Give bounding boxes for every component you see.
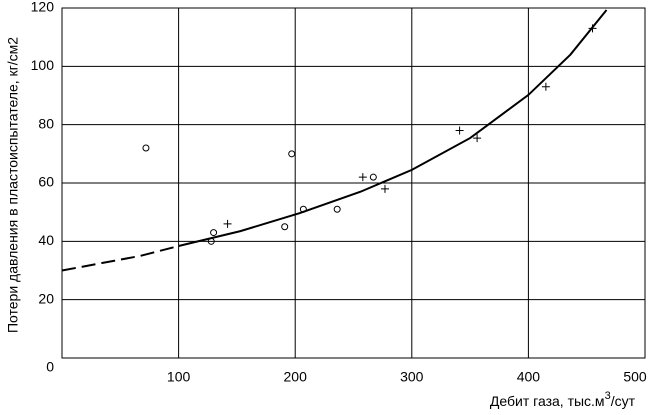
fit-curve [178,9,608,247]
point-circle [207,237,215,245]
point-plus [473,134,482,143]
x-tick-label: 300 [400,369,424,385]
point-circle [333,205,341,213]
point-plus [455,126,464,135]
x-axis-label-text: Дебит газа, тыс.м [490,393,605,409]
y-axis-label: Потери давления в пластоиспытателе, кг/с… [5,37,21,333]
y-tick-label: 0 [46,359,54,375]
x-tick-label: 400 [517,369,541,385]
y-tick-label: 120 [31,0,55,15]
x-tick-label: 200 [284,369,308,385]
x-tick-label: 100 [167,369,191,385]
point-plus [358,173,367,182]
point-plus [223,219,232,228]
x-axis-label: Дебит газа, тыс.м3/сут [490,390,636,409]
point-plus [380,184,389,193]
y-tick-label: 100 [31,57,55,73]
point-circle [281,223,289,231]
point-circle [369,173,377,181]
point-circle [142,144,150,152]
y-tick-label: 20 [38,290,54,306]
y-tick-label: 80 [38,115,54,131]
fit-curve [61,245,179,272]
y-tick-label: 40 [38,232,54,248]
point-plus [588,24,597,33]
x-axis-label-sup: 3 [605,390,611,402]
point-circle [288,150,296,158]
point-circle [299,205,307,213]
x-axis-label-tail: /сут [611,393,636,409]
point-circle [210,229,218,237]
x-tick-label: 500 [623,369,647,385]
y-tick-label: 60 [38,174,54,190]
point-plus [541,82,550,91]
